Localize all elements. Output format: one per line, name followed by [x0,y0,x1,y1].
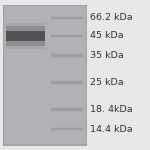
Bar [6,26,45,46]
Bar [51,34,83,38]
Bar [3,4,5,146]
Bar [6,31,45,41]
Bar [3,4,4,146]
Bar [51,54,83,57]
Text: 25 kDa: 25 kDa [90,78,124,87]
Bar [51,35,83,37]
Bar [51,108,83,111]
Bar [51,127,83,131]
Text: 45 kDa: 45 kDa [90,32,124,40]
Bar [51,16,83,20]
Text: 66.2 kDa: 66.2 kDa [90,14,133,22]
Text: 18. 4kDa: 18. 4kDa [90,105,133,114]
Bar [51,80,83,85]
Bar [3,4,87,6]
Bar [51,53,83,58]
Bar [3,144,87,145]
Bar [3,4,87,146]
Bar [85,4,87,146]
Bar [51,128,83,130]
Bar [3,144,87,145]
Text: 14.4 kDa: 14.4 kDa [90,124,133,134]
Bar [3,4,87,6]
Bar [51,81,83,84]
Bar [86,4,87,146]
Bar [51,107,83,112]
Bar [51,17,83,19]
Text: 35 kDa: 35 kDa [90,51,124,60]
Bar [6,23,45,49]
